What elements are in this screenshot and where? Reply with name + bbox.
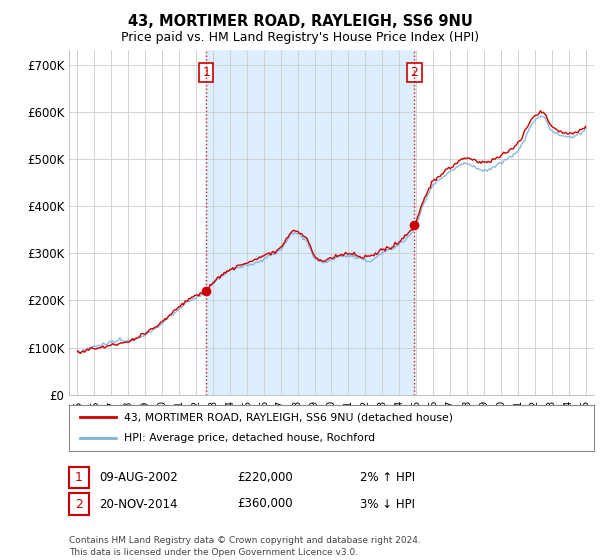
Text: Price paid vs. HM Land Registry's House Price Index (HPI): Price paid vs. HM Land Registry's House … xyxy=(121,31,479,44)
Bar xyxy=(206,50,415,395)
Text: 09-AUG-2002: 09-AUG-2002 xyxy=(99,471,178,484)
Text: 20-NOV-2014: 20-NOV-2014 xyxy=(99,497,178,511)
Text: 43, MORTIMER ROAD, RAYLEIGH, SS6 9NU: 43, MORTIMER ROAD, RAYLEIGH, SS6 9NU xyxy=(128,14,472,29)
Text: 2: 2 xyxy=(75,497,83,511)
Text: 1: 1 xyxy=(75,471,83,484)
Text: 2% ↑ HPI: 2% ↑ HPI xyxy=(360,471,415,484)
Text: 3% ↓ HPI: 3% ↓ HPI xyxy=(360,497,415,511)
Text: Contains HM Land Registry data © Crown copyright and database right 2024.
This d: Contains HM Land Registry data © Crown c… xyxy=(69,536,421,557)
Text: HPI: Average price, detached house, Rochford: HPI: Average price, detached house, Roch… xyxy=(124,433,375,444)
Text: 2: 2 xyxy=(410,66,418,80)
Text: 1: 1 xyxy=(202,66,210,80)
Text: 43, MORTIMER ROAD, RAYLEIGH, SS6 9NU (detached house): 43, MORTIMER ROAD, RAYLEIGH, SS6 9NU (de… xyxy=(124,412,453,422)
Text: £220,000: £220,000 xyxy=(237,471,293,484)
Text: £360,000: £360,000 xyxy=(237,497,293,511)
